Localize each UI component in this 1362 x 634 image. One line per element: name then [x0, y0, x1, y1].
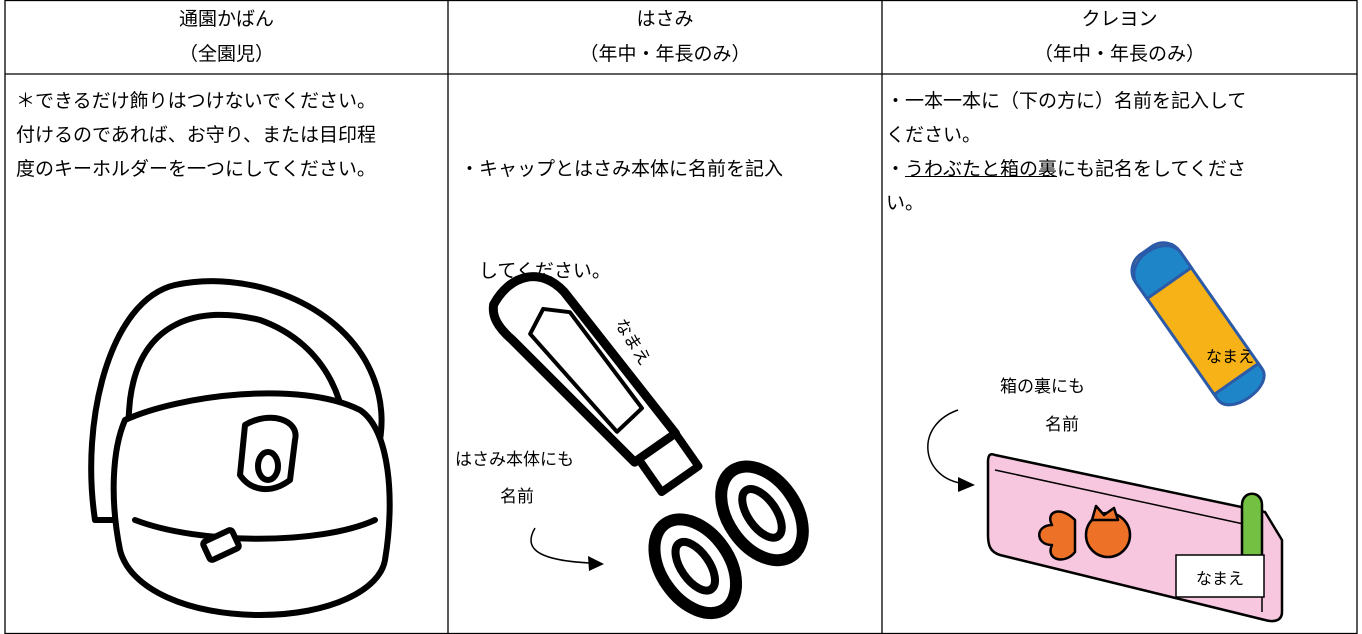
body-text: ＊できるだけ飾りはつけないでください。 付けるのであれば、お守り、または目印程 …: [8, 78, 376, 186]
header-subtitle: （全園児）: [178, 43, 274, 65]
box-note: 箱の裏にも: [1000, 376, 1085, 397]
text-line: ＊できるだけ飾りはつけないでください。: [16, 90, 377, 112]
crayon-name-label: なまえ: [1206, 347, 1254, 366]
text-line: ください。: [886, 124, 982, 146]
text: ・: [886, 158, 906, 180]
bag-illustration: [88, 278, 393, 618]
header-cell: はさみ （年中・年長のみ）: [448, 0, 882, 72]
body-text: ・キャップとはさみ本体に名前を記入 してください。: [452, 78, 783, 322]
scissors-note: はさみ本体にも: [455, 450, 574, 470]
crayon-illustration: [1130, 241, 1266, 407]
text-line: 度のキーホルダーを一つにしてください。: [16, 158, 376, 180]
text-line: ・うわぶたと箱の裏にも記名をしてくださ: [886, 152, 1246, 186]
header-subtitle: （年中・年長のみ）: [579, 43, 751, 65]
body-text: ・一本一本に（下の方に）名前を記入して ください。 ・うわぶたと箱の裏にも記名を…: [884, 78, 1246, 220]
text-line: い。: [886, 192, 925, 214]
text-line: してください。: [460, 260, 611, 282]
header-title: はさみ: [636, 8, 694, 30]
header-title: 通園かばん: [178, 8, 274, 30]
header-title: クレヨン: [1081, 8, 1158, 30]
text: にも記名をしてくださ: [1057, 158, 1246, 180]
text-line: 付けるのであれば、お守り、または目印程: [16, 124, 377, 146]
box-name-label: なまえ: [1196, 569, 1244, 588]
scissors-note: 名前: [500, 487, 534, 507]
header-subtitle: （年中・年長のみ）: [1033, 43, 1205, 65]
box-label-frame: [1175, 554, 1265, 598]
arrow: [927, 409, 961, 484]
arrow: [530, 527, 591, 564]
arrow-head: [588, 556, 604, 571]
text-line: ・一本一本に（下の方に）名前を記入して: [886, 90, 1247, 112]
header-cell: クレヨン （年中・年長のみ）: [882, 0, 1357, 72]
box-note: 名前: [1045, 415, 1079, 435]
underlined-text: うわぶたと箱の裏: [905, 158, 1058, 180]
text-line: ・キャップとはさみ本体に名前を記入: [460, 158, 784, 180]
scissors-illustration: [488, 272, 809, 620]
arrow-head: [958, 477, 975, 492]
header-cell: 通園かばん （全園児）: [5, 0, 448, 72]
